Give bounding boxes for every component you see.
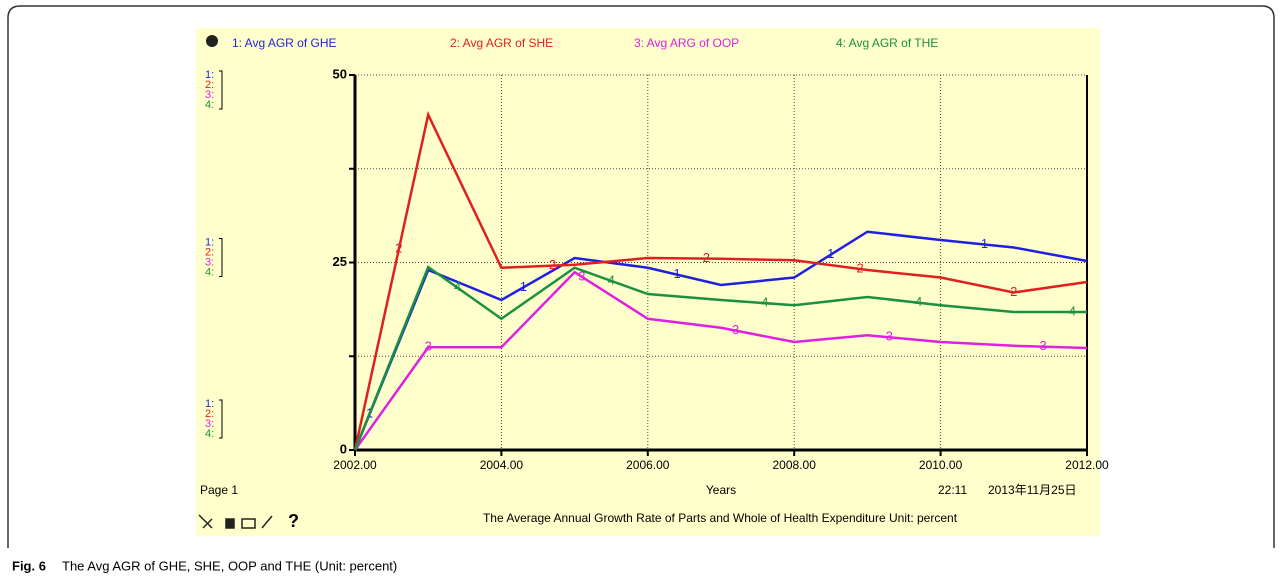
caption: The Avg AGR of GHE, SHE, OOP and THE (Un… — [62, 558, 397, 573]
line-marker: 1 — [520, 279, 527, 294]
legend-entry: 3: Avg ARG of OOP — [634, 36, 739, 50]
scale-label: 2: — [205, 79, 214, 91]
line-marker: 4 — [915, 294, 922, 309]
series-line — [353, 265, 1087, 451]
scale-label: 2: — [205, 246, 214, 258]
scale-label: 4: — [205, 99, 214, 111]
series-line — [353, 230, 1088, 451]
time: 22:11 — [938, 483, 967, 497]
subtitle: The Average Annual Growth Rate of Parts … — [483, 511, 958, 525]
scale-label: 1: — [205, 69, 214, 81]
x-tick-label: 2012.00 — [1065, 458, 1109, 472]
icon — [225, 518, 235, 529]
x-tick-label: 2006.00 — [626, 458, 670, 472]
y-tick-label: 0 — [340, 441, 347, 456]
line-marker: 4 — [1069, 303, 1076, 318]
icon — [261, 515, 273, 529]
line-marker: 2 — [1010, 284, 1017, 299]
scale-label: 1: — [205, 236, 214, 248]
line-marker: 3 — [732, 322, 739, 337]
scale-label: 2: — [205, 408, 214, 420]
legend-entry: 1: Avg AGR of GHE — [232, 36, 337, 50]
line-marker: 2 — [703, 250, 710, 265]
line-marker: 4 — [608, 272, 615, 287]
frame — [7, 5, 1275, 548]
x-tick-label: 2004.00 — [480, 458, 524, 472]
x-tick-label: 2010.00 — [919, 458, 963, 472]
y-tick-label: 50 — [333, 66, 347, 81]
globe-icon — [206, 35, 218, 47]
legend-entry: 2: Avg AGR of SHE — [450, 36, 553, 50]
y-tick-label: 25 — [333, 254, 347, 269]
scale-bracket — [219, 238, 223, 277]
line-marker: 1 — [673, 266, 680, 281]
x-tick-label: 2008.00 — [773, 458, 817, 472]
line-marker: 3 — [1039, 338, 1046, 353]
line-marker: 1 — [827, 246, 834, 261]
line-marker: 4 — [454, 279, 461, 294]
line-marker: 2 — [856, 260, 863, 275]
x-axis-label: Years — [706, 483, 736, 497]
line-marker: 1 — [981, 236, 988, 251]
page-label: Page 1 — [200, 483, 238, 497]
scale-label: 4: — [205, 428, 214, 440]
series-line — [353, 110, 1088, 451]
scale-label: 3: — [205, 256, 214, 268]
line-marker: 3 — [578, 268, 585, 283]
caption-label: Fig. 6 — [12, 558, 46, 573]
help: ? — [288, 511, 299, 531]
legend-entry: 4: Avg AGR of THE — [836, 36, 938, 50]
x-tick-label: 2002.00 — [333, 458, 377, 472]
icon — [241, 518, 256, 529]
line-marker: 2 — [395, 240, 402, 255]
line-marker: 3 — [425, 339, 432, 354]
scale-label: 4: — [205, 266, 214, 278]
scale-label: 3: — [205, 418, 214, 430]
scale-bracket — [219, 70, 223, 110]
scale-bracket — [219, 399, 223, 439]
toolbar-icons — [198, 514, 273, 529]
line-marker: 2 — [549, 257, 556, 272]
line-marker: 3 — [886, 329, 893, 344]
scale-label: 3: — [205, 89, 214, 101]
series-line — [353, 270, 1088, 451]
line-marker: 4 — [761, 295, 768, 310]
icon — [198, 514, 213, 529]
date: 2013年11月25日 — [988, 483, 1077, 497]
scale-label: 1: — [205, 398, 214, 410]
